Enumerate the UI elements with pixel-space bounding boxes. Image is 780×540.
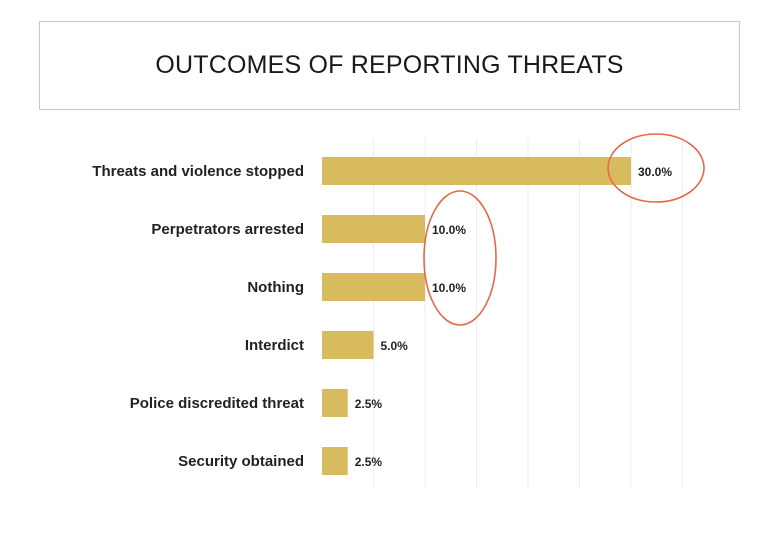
bar: [322, 273, 425, 301]
category-label: Perpetrators arrested: [151, 221, 304, 238]
highlight-ellipse: [607, 133, 705, 203]
value-label: 10.0%: [432, 281, 466, 295]
slide-title: OUTCOMES OF REPORTING THREATS: [155, 51, 624, 79]
category-label: Nothing: [247, 279, 304, 296]
bar: [322, 331, 374, 359]
bar: [322, 447, 348, 475]
category-labels: Threats and violence stopped Perpetrators…: [92, 163, 304, 470]
bar: [322, 215, 425, 243]
value-label: 5.0%: [381, 339, 409, 353]
value-label: 2.5%: [355, 397, 383, 411]
value-label: 30.0%: [638, 165, 672, 179]
bar: [322, 389, 348, 417]
category-label: Threats and violence stopped: [92, 163, 304, 180]
category-label: Police discredited threat: [130, 395, 304, 412]
value-label: 2.5%: [355, 455, 383, 469]
value-labels: 30.0% 10.0% 10.0% 5.0% 2.5% 2.5%: [355, 165, 673, 469]
category-label: Security obtained: [178, 453, 304, 470]
value-label: 10.0%: [432, 223, 466, 237]
highlight-annotations: [423, 133, 705, 326]
slide-title-box: OUTCOMES OF REPORTING THREATS: [39, 21, 740, 110]
bars: [322, 157, 631, 475]
highlight-ellipse: [423, 190, 497, 326]
gridlines: [373, 138, 683, 488]
bar: [322, 157, 631, 185]
category-label: Interdict: [245, 337, 304, 354]
